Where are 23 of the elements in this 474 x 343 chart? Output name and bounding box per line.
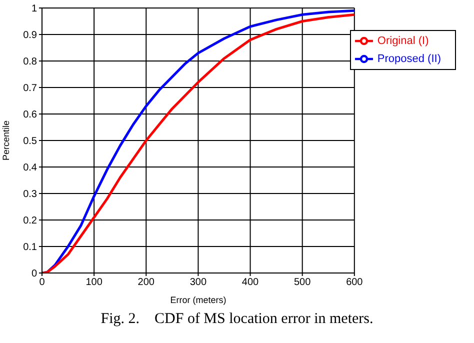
legend-label: Proposed (II) <box>377 52 441 65</box>
x-tick-label: 100 <box>86 277 103 288</box>
x-tick-label: 300 <box>190 277 207 288</box>
x-tick-label: 0 <box>39 277 46 288</box>
y-tick-label: 0.3 <box>23 189 38 200</box>
y-tick-label: 0.2 <box>23 216 38 227</box>
y-tick-label: 0.6 <box>23 110 38 121</box>
caption: Fig. 2. CDF of MS location error in meters. <box>100 311 374 328</box>
y-tick-label: 0 <box>31 268 38 280</box>
y-tick-label: 0.1 <box>23 242 38 254</box>
legend-label: Original (I) <box>377 34 429 47</box>
x-tick-label: 200 <box>138 277 155 288</box>
y-tick-label: 1 <box>31 4 38 15</box>
y-axis-title: Percentile <box>1 120 12 161</box>
y-tick-label: 0.4 <box>23 162 38 174</box>
x-tick-label: 500 <box>294 277 312 288</box>
y-tick-label: 0.9 <box>23 30 38 42</box>
x-tick-label: 400 <box>242 277 260 288</box>
x-axis-title: Error (meters) <box>170 295 226 305</box>
y-tick-label: 0.8 <box>23 56 38 68</box>
y-tick-label: 0.5 <box>23 136 38 148</box>
x-tick-label: 600 <box>346 277 364 288</box>
y-tick-label: 0.7 <box>23 83 38 94</box>
